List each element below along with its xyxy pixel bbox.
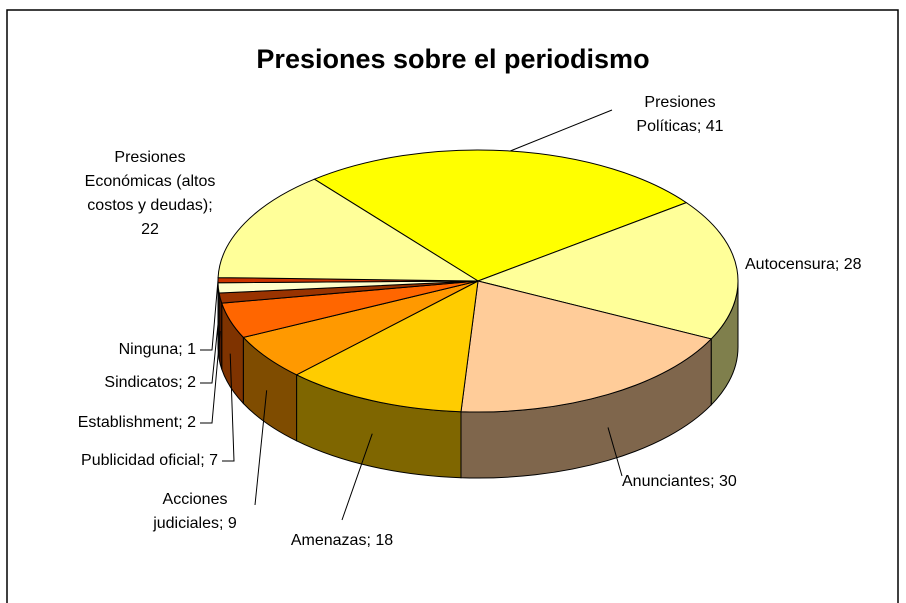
leader-line [200,280,219,351]
leader-line [607,427,623,477]
data-label: Sindicatos; 2 [104,374,196,391]
data-label: Autocensura; 28 [745,256,862,273]
pie-slice [313,149,688,282]
data-label: Anunciantes; 30 [622,473,737,490]
pie-slice [460,280,713,413]
data-label: Presiones Políticas; 41 [636,94,724,135]
data-label: Amenazas; 18 [290,532,394,549]
pie-slice [217,178,480,282]
data-label: Ninguna; 1 [118,341,196,358]
leader-line [510,109,613,152]
pie-slice [476,202,739,340]
leader-line [222,353,235,462]
data-label: Presiones Económicas (altos costos y deu… [84,149,216,238]
data-label: Publicidad oficial; 7 [81,452,218,469]
chart-title: Presiones sobre el periodismo [256,44,650,74]
leader-line [341,433,373,521]
data-label: Establishment; 2 [77,414,196,431]
data-label: Acciones judiciales; 9 [153,491,237,532]
leader-line [254,390,268,506]
leader-line [200,331,221,424]
leader-line [200,320,219,384]
pie-slice [295,280,479,413]
